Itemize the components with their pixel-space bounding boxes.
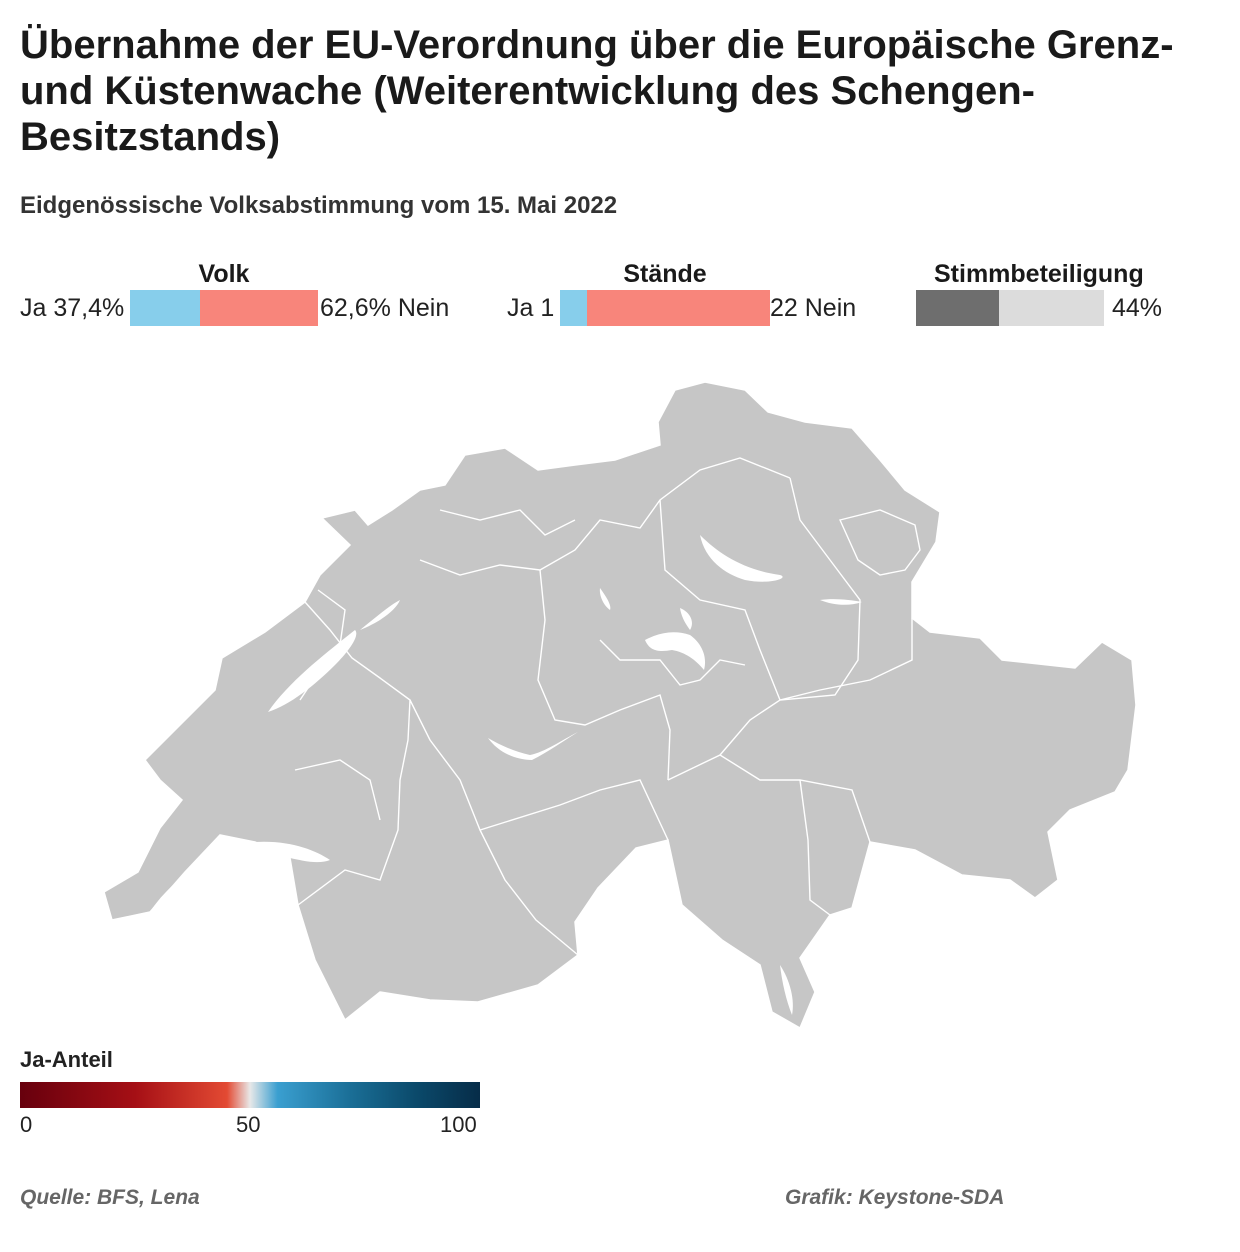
- lakes: [150, 535, 862, 1015]
- source-note: Quelle: BFS, Lena: [20, 1186, 200, 1209]
- volk-nein-text: 62,6% Nein: [320, 294, 450, 322]
- legend-tick-mid: 50: [236, 1112, 261, 1137]
- lake-biel: [360, 600, 400, 630]
- staende-ja-text: Ja 1: [507, 294, 555, 322]
- turnout-rest-bar: [999, 290, 1104, 326]
- legend-title: Ja-Anteil: [20, 1047, 113, 1072]
- staende-nein-bar: [587, 290, 770, 326]
- volk-ja-text: Ja 37,4%: [20, 294, 125, 322]
- chart-subtitle: Eidgenössische Volksabstimmung vom 15. M…: [20, 192, 618, 219]
- staende-nein-text: 22 Nein: [770, 294, 857, 322]
- lake-sempach: [599, 588, 611, 610]
- turnout-value-text: 44%: [1112, 294, 1163, 322]
- lake-zurich: [700, 535, 783, 582]
- lake-maggiore: [780, 965, 793, 1015]
- lake-lucerne: [645, 632, 706, 670]
- lake-neuchatel: [268, 630, 357, 712]
- volk-nein-bar: [200, 290, 318, 326]
- switzerland-map: [103, 381, 1137, 1030]
- staende-ja-bar: [560, 290, 587, 326]
- credit-note: Grafik: Keystone-SDA: [785, 1186, 1005, 1209]
- volk-label: Volk: [198, 260, 250, 288]
- turnout-fill-bar: [916, 290, 999, 326]
- legend-color-scale: [20, 1082, 480, 1108]
- legend-tick-max: 100: [440, 1112, 477, 1137]
- chart-title: Übernahme der EU-Verordnung über die Eur…: [20, 23, 1174, 159]
- volk-ja-bar: [130, 290, 200, 326]
- switzerland-outline: [103, 381, 1137, 1030]
- turnout-label: Stimmbeteiligung: [934, 260, 1144, 288]
- lake-thun-brienz: [488, 732, 578, 760]
- lake-geneva: [150, 841, 330, 912]
- legend-tick-min: 0: [20, 1112, 33, 1137]
- lake-walen: [820, 599, 862, 605]
- staende-label: Stände: [623, 260, 707, 288]
- lake-zug: [680, 608, 692, 630]
